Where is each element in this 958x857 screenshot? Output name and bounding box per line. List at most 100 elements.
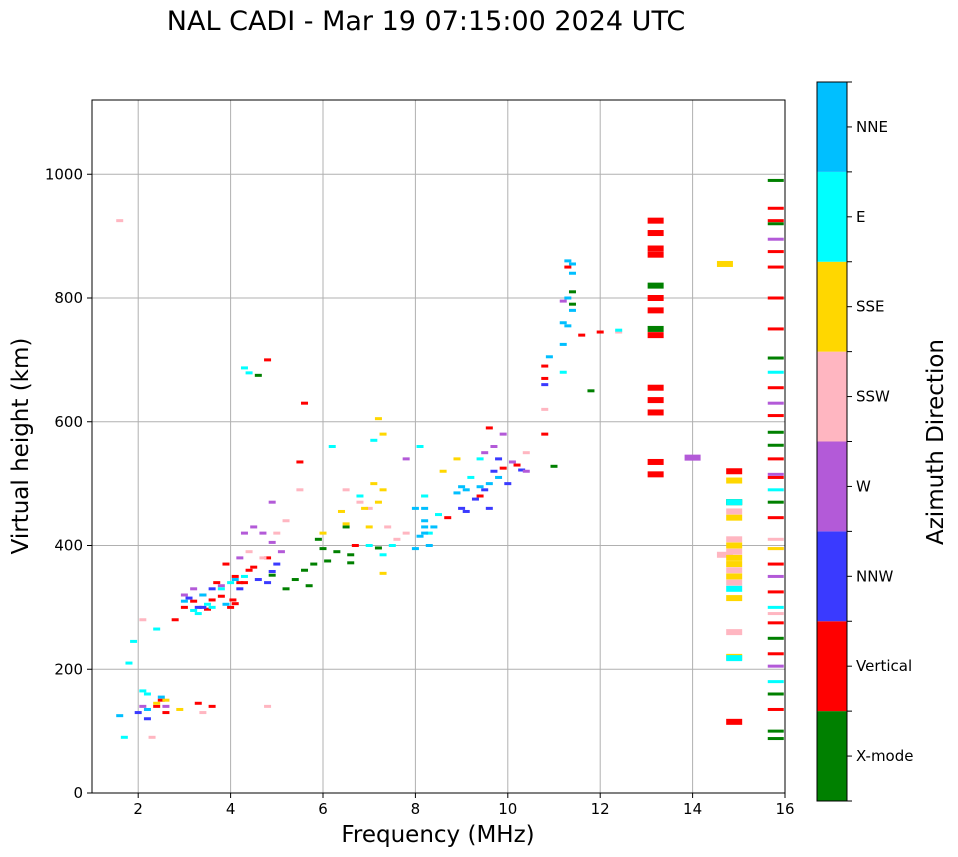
data-point	[453, 491, 461, 495]
data-point	[199, 711, 207, 715]
data-point	[485, 482, 493, 486]
colorbar-tick-label: SSE	[856, 298, 885, 316]
data-point	[342, 522, 350, 526]
colorbar-segment	[817, 621, 847, 712]
data-point	[684, 454, 701, 461]
data-point	[767, 500, 784, 504]
data-point	[726, 536, 743, 543]
data-point	[421, 531, 429, 535]
data-point	[374, 546, 382, 550]
data-point	[767, 621, 784, 625]
data-point	[726, 561, 743, 568]
data-point	[568, 302, 576, 306]
data-point	[208, 587, 216, 591]
data-point	[231, 574, 239, 578]
data-point	[564, 265, 572, 269]
data-point	[264, 556, 272, 560]
data-point	[208, 605, 216, 609]
data-point	[615, 328, 623, 332]
data-point	[647, 245, 664, 252]
data-point	[365, 506, 373, 510]
data-point	[240, 531, 248, 535]
data-point	[199, 593, 207, 597]
x-tick-label: 8	[411, 800, 421, 818]
data-point	[726, 655, 743, 662]
data-point	[485, 506, 493, 510]
y-tick-label: 600	[54, 413, 83, 431]
data-point	[541, 376, 549, 380]
data-point	[471, 497, 479, 501]
data-point	[176, 707, 184, 711]
data-point	[476, 485, 484, 489]
data-point	[767, 443, 784, 447]
data-point	[347, 561, 355, 565]
data-point	[559, 342, 567, 346]
data-point	[421, 506, 429, 510]
data-point	[365, 525, 373, 529]
y-tick-label: 800	[54, 289, 83, 307]
data-point	[767, 386, 784, 390]
data-point	[379, 488, 387, 492]
data-point	[342, 525, 350, 529]
data-point	[217, 587, 225, 591]
colorbar-tick-label: W	[856, 477, 871, 495]
data-point	[153, 704, 161, 708]
data-point	[767, 562, 784, 566]
data-point	[379, 432, 387, 436]
x-tick-label: 16	[775, 800, 794, 818]
data-point	[374, 417, 382, 421]
data-point	[402, 457, 410, 461]
colorbar-tick-label: NNE	[856, 118, 888, 136]
colorbar-tick-label: NNW	[856, 567, 893, 585]
data-point	[370, 482, 378, 486]
data-point	[301, 568, 309, 572]
data-point	[231, 578, 239, 582]
data-point	[541, 364, 549, 368]
data-point	[726, 508, 743, 515]
data-point	[518, 468, 526, 472]
data-point	[439, 469, 447, 473]
data-point	[153, 701, 161, 705]
data-point	[485, 426, 493, 430]
data-point	[240, 574, 248, 578]
data-point	[647, 295, 664, 301]
data-point	[194, 701, 202, 705]
data-point	[578, 333, 586, 337]
data-point	[421, 519, 429, 523]
data-point	[647, 325, 664, 332]
colorbar-tick-label: X-mode	[856, 747, 913, 765]
data-point	[365, 544, 373, 547]
y-tick-label: 0	[73, 784, 83, 802]
data-point	[388, 544, 396, 547]
data-point	[240, 581, 248, 585]
y-axis-label: Virtual height (km)	[8, 338, 34, 555]
data-point	[157, 695, 165, 699]
data-point	[185, 596, 193, 600]
data-point	[716, 551, 733, 558]
data-point	[301, 401, 309, 405]
x-tick-label: 12	[591, 800, 610, 818]
data-point	[647, 458, 664, 465]
data-point	[726, 718, 743, 725]
colorbar-segment	[817, 82, 847, 172]
colorbar-tick-label: SSW	[856, 388, 890, 406]
data-point	[726, 514, 743, 521]
data-point	[541, 432, 549, 436]
data-point	[568, 262, 576, 266]
data-point	[319, 547, 327, 551]
data-point	[568, 271, 576, 275]
colorbar-segment	[817, 711, 847, 801]
data-point	[199, 605, 207, 609]
data-point	[231, 602, 239, 606]
data-point	[268, 573, 276, 577]
x-axis-ticks: 2 4 6 8 10 12 14 16	[133, 793, 795, 818]
data-point	[559, 299, 567, 303]
chart-title: NAL CADI - Mar 19 07:15:00 2024 UTC	[166, 6, 686, 37]
data-point	[411, 506, 419, 510]
data-point	[162, 711, 170, 715]
data-point	[143, 717, 151, 721]
data-point	[291, 578, 299, 582]
data-point	[726, 595, 743, 602]
data-point	[361, 506, 369, 510]
